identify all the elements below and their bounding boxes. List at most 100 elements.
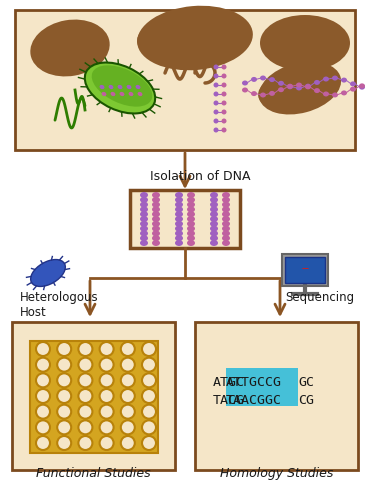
Ellipse shape: [213, 74, 219, 79]
Ellipse shape: [78, 342, 92, 356]
Text: Isolation of DNA: Isolation of DNA: [150, 169, 250, 183]
Ellipse shape: [142, 358, 156, 372]
Ellipse shape: [187, 235, 195, 241]
Ellipse shape: [57, 405, 71, 419]
Bar: [285, 257, 325, 283]
Ellipse shape: [210, 216, 218, 222]
Ellipse shape: [260, 15, 350, 71]
Ellipse shape: [78, 436, 92, 450]
Ellipse shape: [129, 92, 134, 96]
Ellipse shape: [314, 88, 320, 93]
Ellipse shape: [210, 240, 218, 246]
Ellipse shape: [213, 101, 219, 105]
Ellipse shape: [36, 389, 50, 403]
Text: Sequencing: Sequencing: [285, 291, 354, 304]
Text: TAACGGC: TAACGGC: [226, 393, 282, 407]
Ellipse shape: [138, 92, 142, 96]
Ellipse shape: [210, 192, 218, 198]
Ellipse shape: [341, 90, 347, 96]
Ellipse shape: [222, 197, 230, 203]
Ellipse shape: [222, 119, 226, 123]
Ellipse shape: [269, 91, 275, 96]
Ellipse shape: [278, 87, 284, 92]
Ellipse shape: [78, 358, 92, 372]
Ellipse shape: [187, 206, 195, 212]
Ellipse shape: [100, 358, 114, 372]
Ellipse shape: [137, 6, 253, 70]
Ellipse shape: [57, 342, 71, 356]
Ellipse shape: [187, 230, 195, 236]
Ellipse shape: [140, 216, 148, 222]
Ellipse shape: [140, 240, 148, 246]
Ellipse shape: [100, 85, 104, 89]
Ellipse shape: [142, 436, 156, 450]
Ellipse shape: [92, 65, 152, 107]
Ellipse shape: [121, 358, 135, 372]
Ellipse shape: [187, 197, 195, 203]
Text: CG: CG: [298, 393, 314, 407]
Ellipse shape: [137, 21, 213, 65]
Ellipse shape: [258, 75, 318, 111]
Ellipse shape: [296, 82, 302, 87]
Ellipse shape: [152, 192, 160, 198]
Ellipse shape: [359, 84, 365, 90]
Ellipse shape: [187, 221, 195, 227]
Ellipse shape: [118, 85, 122, 89]
Ellipse shape: [152, 206, 160, 212]
Ellipse shape: [213, 82, 219, 87]
Ellipse shape: [278, 81, 284, 86]
Ellipse shape: [213, 119, 219, 123]
Ellipse shape: [36, 342, 50, 356]
Text: —: —: [302, 265, 309, 271]
Ellipse shape: [121, 373, 135, 387]
Ellipse shape: [359, 83, 365, 88]
Ellipse shape: [350, 87, 356, 92]
Ellipse shape: [296, 85, 302, 90]
Ellipse shape: [251, 77, 257, 82]
Ellipse shape: [120, 92, 124, 96]
Ellipse shape: [140, 202, 148, 207]
Ellipse shape: [100, 342, 114, 356]
Ellipse shape: [332, 92, 338, 98]
Ellipse shape: [152, 211, 160, 217]
Ellipse shape: [121, 342, 135, 356]
Ellipse shape: [341, 78, 347, 82]
Text: Functional Studies: Functional Studies: [36, 467, 150, 480]
Ellipse shape: [57, 420, 71, 434]
Ellipse shape: [142, 405, 156, 419]
Ellipse shape: [140, 192, 148, 198]
Ellipse shape: [222, 211, 230, 217]
Ellipse shape: [323, 77, 329, 81]
Ellipse shape: [187, 202, 195, 207]
Ellipse shape: [140, 230, 148, 236]
Ellipse shape: [175, 235, 183, 241]
Text: TACG: TACG: [213, 393, 245, 407]
Ellipse shape: [222, 82, 226, 87]
Ellipse shape: [57, 373, 71, 387]
Ellipse shape: [287, 84, 293, 89]
Ellipse shape: [152, 235, 160, 241]
Ellipse shape: [251, 91, 257, 96]
Ellipse shape: [100, 405, 114, 419]
Ellipse shape: [242, 87, 248, 93]
Ellipse shape: [210, 230, 218, 236]
Ellipse shape: [152, 221, 160, 227]
Ellipse shape: [140, 206, 148, 212]
Ellipse shape: [100, 420, 114, 434]
Ellipse shape: [222, 101, 226, 105]
Ellipse shape: [213, 64, 219, 69]
Ellipse shape: [222, 235, 230, 241]
Ellipse shape: [222, 230, 230, 236]
Ellipse shape: [175, 206, 183, 212]
Ellipse shape: [142, 373, 156, 387]
Ellipse shape: [140, 225, 148, 232]
Ellipse shape: [121, 420, 135, 434]
Ellipse shape: [210, 221, 218, 227]
Ellipse shape: [210, 211, 218, 217]
Ellipse shape: [260, 93, 266, 98]
Ellipse shape: [305, 83, 311, 89]
Text: ATTGCCG: ATTGCCG: [226, 377, 282, 389]
Ellipse shape: [142, 420, 156, 434]
Ellipse shape: [222, 221, 230, 227]
Ellipse shape: [210, 202, 218, 207]
